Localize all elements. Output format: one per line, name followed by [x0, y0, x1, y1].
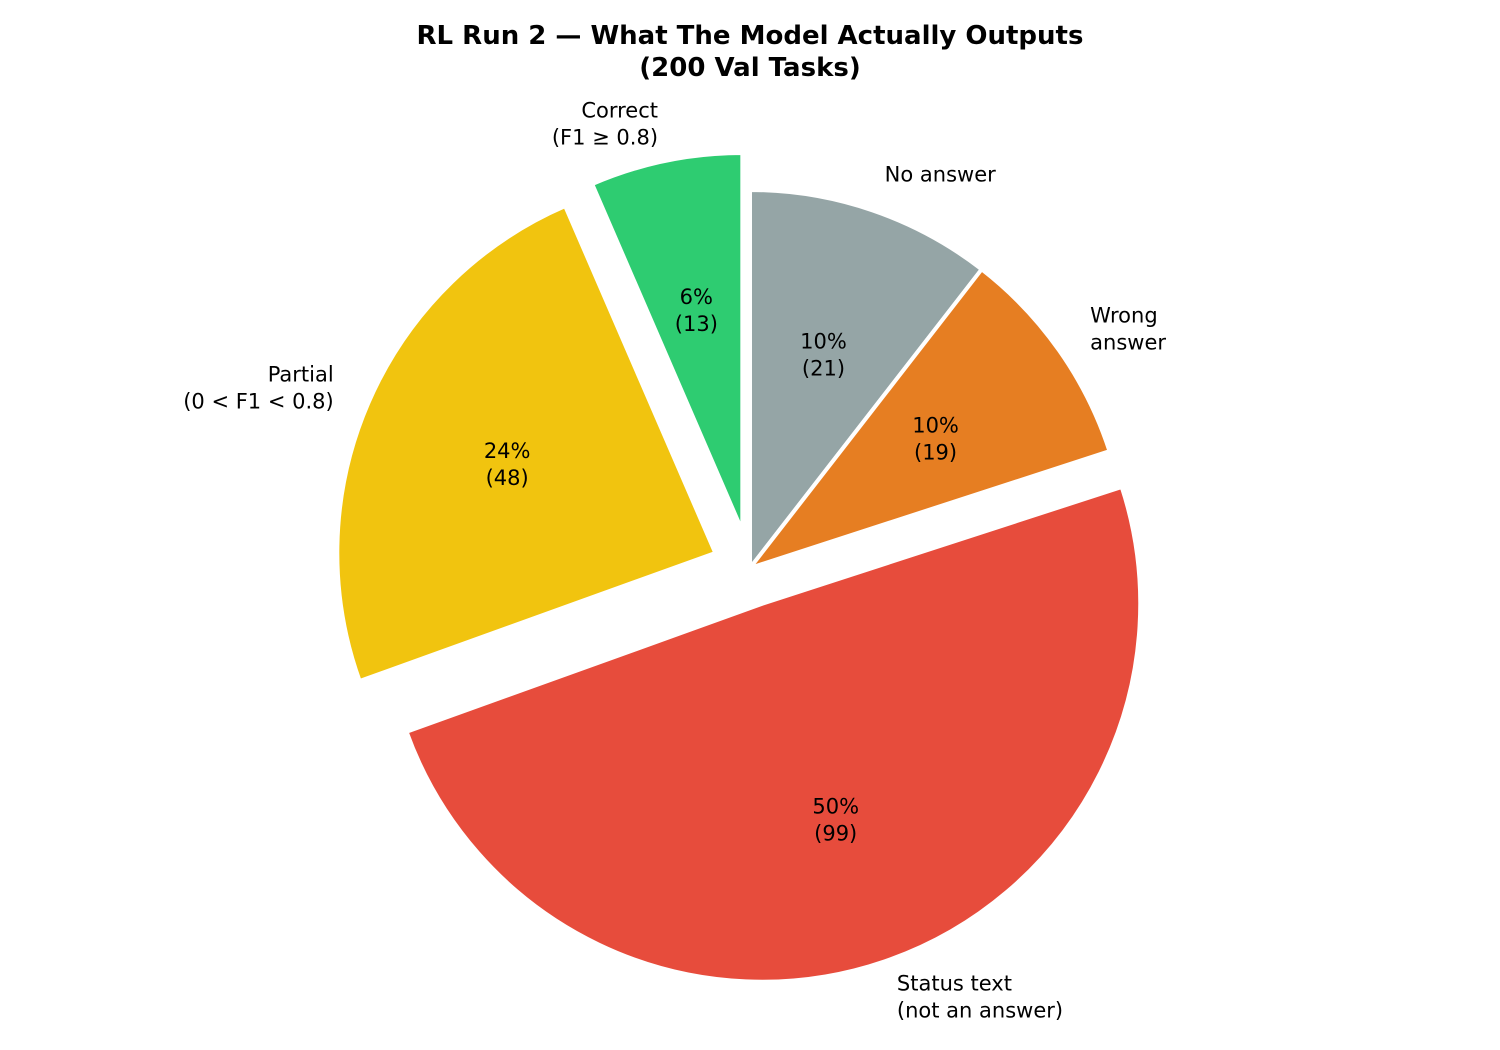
- slice-percent-label: 6% (13): [675, 285, 718, 336]
- slice-percent-label: 50% (99): [812, 794, 859, 845]
- chart-title-line-2: (200 Val Tasks): [639, 53, 861, 83]
- chart-title-line-1: RL Run 2 — What The Model Actually Outpu…: [416, 21, 1084, 51]
- chart-title: RL Run 2 — What The Model Actually Outpu…: [0, 20, 1500, 84]
- slice-category-label: Status text (not an answer): [897, 972, 1063, 1023]
- slice-percent-label: 10% (21): [800, 329, 847, 380]
- pie-slice: [404, 484, 1143, 984]
- pie-slice: [748, 267, 1112, 570]
- slice-category-label: Correct (F1 ≥ 0.8): [552, 98, 658, 149]
- pie-slice: [590, 150, 745, 533]
- slice-category-label: Partial (0 < F1 < 0.8): [183, 362, 333, 413]
- slice-percent-label: 10% (19): [912, 414, 959, 465]
- slice-percent-label: 24% (48): [484, 439, 531, 490]
- pie-slice: [748, 188, 984, 570]
- slice-category-label: Wrong answer: [1090, 303, 1166, 354]
- slice-category-label: No answer: [885, 163, 996, 187]
- pie-slice: [335, 204, 718, 684]
